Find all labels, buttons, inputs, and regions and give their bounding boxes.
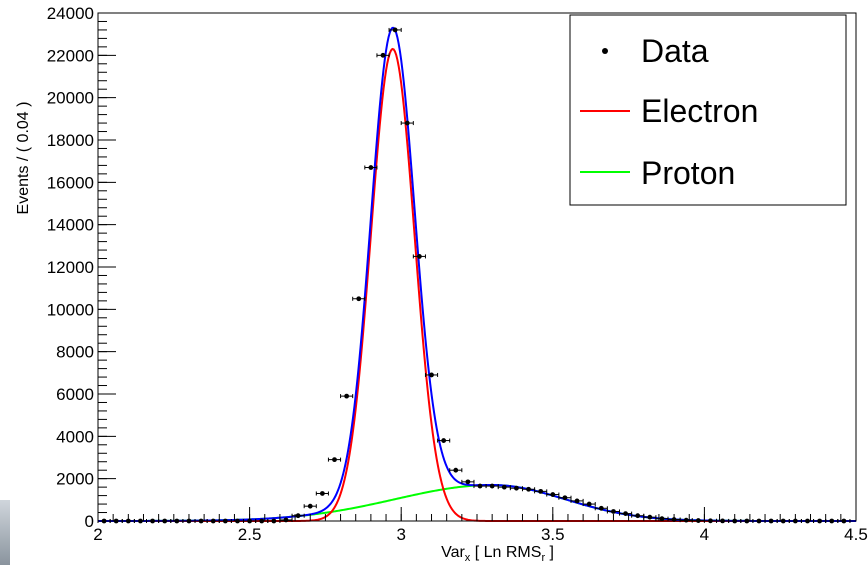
- y-tick-label: 10000: [47, 300, 94, 319]
- y-axis-title: Events / ( 0.04 ): [15, 102, 32, 215]
- legend-electron-label: Electron: [641, 93, 758, 129]
- data-point: [570, 498, 584, 504]
- x-axis-title-var: Var: [441, 544, 465, 561]
- x-tick-label: 3: [396, 525, 405, 544]
- y-tick-label: 8000: [56, 343, 94, 362]
- data-point: [546, 492, 560, 497]
- y-tick-label: 14000: [47, 216, 94, 235]
- y-tick-label: 24000: [47, 4, 94, 23]
- y-tick-label: 22000: [47, 46, 94, 65]
- x-tick-label: 2: [93, 525, 102, 544]
- data-point: [376, 52, 390, 58]
- x-axis-title-end: ]: [545, 544, 554, 561]
- y-tick-label: 16000: [47, 173, 94, 192]
- legend-proton-label: Proton: [641, 155, 735, 191]
- data-point: [327, 457, 342, 463]
- data-point: [400, 120, 414, 126]
- y-tick-label: 12000: [47, 258, 94, 277]
- x-tick-label: 3.5: [541, 525, 565, 544]
- y-tick-label: 20000: [47, 89, 94, 108]
- data-point: [558, 495, 572, 501]
- y-axis: 0 2000 4000 6000 8000 10000 12000 14000 16000 180…: [47, 4, 116, 531]
- data-point: [291, 513, 305, 519]
- legend: Data Electron Proton: [569, 14, 847, 206]
- data-point: [388, 27, 402, 33]
- y-tick-label: 2000: [56, 470, 94, 489]
- y-tick-label: 6000: [56, 385, 94, 404]
- data-point: [424, 372, 439, 378]
- data-point: [619, 511, 633, 516]
- x-tick-label: 4: [700, 525, 709, 544]
- data-point: [437, 438, 451, 443]
- y-tick-label: 0: [85, 512, 94, 531]
- data-point: [473, 483, 487, 489]
- data-point: [582, 501, 596, 507]
- data-point: [352, 296, 366, 302]
- legend-data-marker: [602, 48, 608, 54]
- x-axis-title-sub-r: r: [541, 552, 545, 564]
- legend-data-label: Data: [641, 33, 709, 69]
- x-axis: 2 2.5 3 3.5 4 4.5: [93, 507, 868, 544]
- y-tick-label: 18000: [47, 131, 94, 150]
- x-tick-label: 2.5: [238, 525, 262, 544]
- data-point: [364, 165, 378, 170]
- data-point: [485, 483, 499, 489]
- data-point: [449, 467, 463, 473]
- x-axis-title: Varx [ Ln RMSr ]: [441, 544, 554, 564]
- y-tick-label: 4000: [56, 427, 94, 446]
- data-point: [412, 254, 426, 259]
- x-axis-title-sub-x: x: [465, 552, 471, 564]
- data-point: [461, 479, 475, 485]
- data-point: [340, 393, 354, 399]
- background-image-fragment: [0, 500, 10, 565]
- data-point: [315, 491, 329, 496]
- x-tick-label: 4.5: [844, 525, 868, 544]
- x-axis-title-mid: [ Ln RMS: [470, 544, 541, 561]
- data-point: [303, 503, 317, 509]
